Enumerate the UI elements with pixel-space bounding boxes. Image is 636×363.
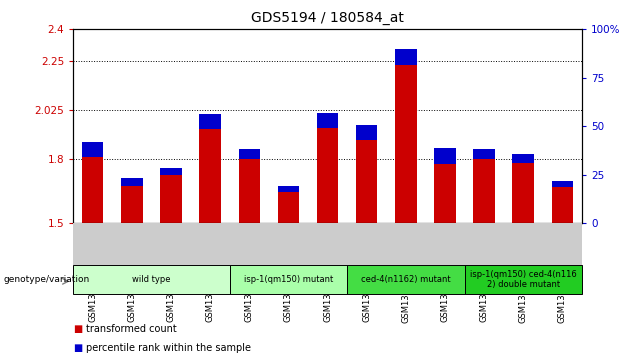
Bar [121, 178, 142, 186]
Bar [551, 181, 573, 187]
Bar [199, 114, 221, 129]
Bar [238, 159, 260, 223]
Bar [82, 142, 104, 158]
Bar [160, 168, 182, 175]
Text: isp-1(qm150) ced-4(n116
2) double mutant: isp-1(qm150) ced-4(n116 2) double mutant [470, 270, 577, 289]
FancyBboxPatch shape [464, 265, 582, 294]
Bar [121, 186, 142, 223]
Title: GDS5194 / 180584_at: GDS5194 / 180584_at [251, 11, 404, 25]
Bar [317, 128, 338, 223]
Text: isp-1(qm150) mutant: isp-1(qm150) mutant [244, 275, 333, 284]
Bar [513, 154, 534, 163]
Text: ced-4(n1162) mutant: ced-4(n1162) mutant [361, 275, 451, 284]
Bar [317, 113, 338, 128]
Bar [434, 148, 456, 164]
Bar [278, 192, 299, 223]
Text: ■: ■ [73, 343, 83, 354]
Bar [513, 163, 534, 223]
Bar [160, 175, 182, 223]
Bar [473, 149, 495, 159]
Text: transformed count: transformed count [86, 323, 177, 334]
Bar [82, 158, 104, 223]
Text: percentile rank within the sample: percentile rank within the sample [86, 343, 251, 354]
Bar [434, 164, 456, 223]
Bar [356, 140, 377, 223]
Bar [395, 65, 417, 223]
Bar [473, 159, 495, 223]
Bar [551, 187, 573, 223]
Text: genotype/variation: genotype/variation [3, 275, 90, 284]
Text: wild type: wild type [132, 275, 170, 284]
Bar [356, 125, 377, 140]
Bar [199, 129, 221, 223]
FancyBboxPatch shape [230, 265, 347, 294]
Text: ■: ■ [73, 323, 83, 334]
FancyBboxPatch shape [347, 265, 464, 294]
Bar [278, 186, 299, 192]
Bar [238, 149, 260, 159]
Bar [395, 49, 417, 65]
FancyBboxPatch shape [73, 265, 230, 294]
